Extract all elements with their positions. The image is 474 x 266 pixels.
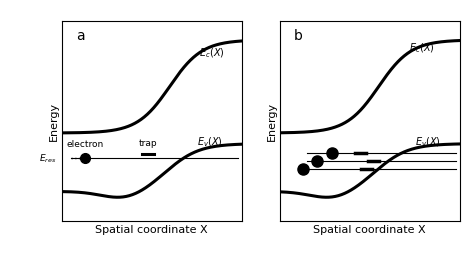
- X-axis label: Spatial coordinate X: Spatial coordinate X: [95, 225, 208, 235]
- Text: $E_c(X)$: $E_c(X)$: [410, 41, 435, 55]
- Text: $E_v(X)$: $E_v(X)$: [197, 136, 223, 149]
- Y-axis label: Energy: Energy: [49, 101, 59, 141]
- Text: $E_c(X)$: $E_c(X)$: [199, 47, 224, 60]
- Text: $E_v(X)$: $E_v(X)$: [415, 135, 441, 149]
- Text: trap: trap: [139, 139, 157, 148]
- Text: b: b: [294, 29, 303, 43]
- X-axis label: Spatial coordinate X: Spatial coordinate X: [313, 225, 426, 235]
- Y-axis label: Energy: Energy: [267, 101, 277, 141]
- Text: electron: electron: [66, 140, 104, 149]
- Text: $E_{res}$: $E_{res}$: [39, 152, 56, 164]
- Text: a: a: [76, 29, 85, 43]
